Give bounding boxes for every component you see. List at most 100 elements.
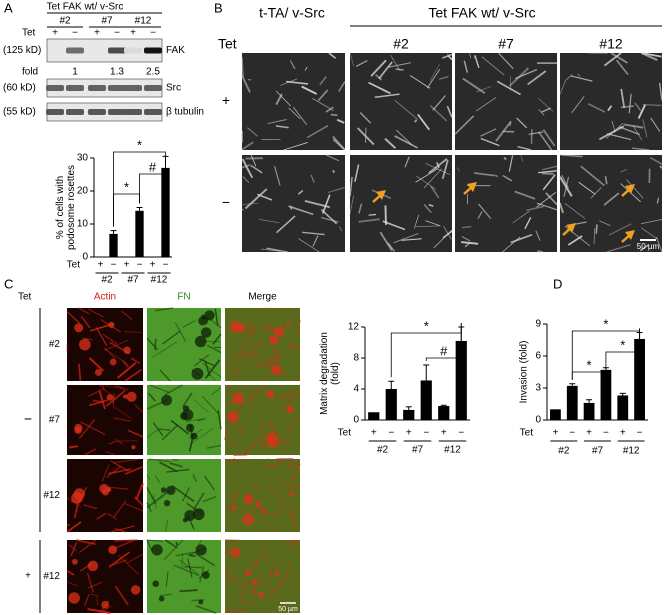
cell-fiber	[542, 165, 558, 171]
cell-spot	[289, 491, 295, 497]
cell-fiber	[113, 500, 127, 517]
cell-fiber	[241, 158, 254, 179]
cell-fiber	[423, 203, 432, 213]
cell-fiber	[231, 369, 239, 378]
x-tick-label: −	[111, 260, 117, 271]
cell-fiber	[127, 429, 144, 438]
cell-fiber	[261, 248, 281, 252]
cell-fiber	[649, 156, 663, 165]
cell-fiber	[655, 236, 663, 253]
cell-fiber	[210, 387, 222, 396]
cell-fiber	[290, 581, 301, 587]
cell-fiber	[631, 147, 650, 151]
cell-fiber	[426, 68, 441, 89]
cell-fiber	[296, 319, 301, 337]
cell-spot	[182, 517, 188, 523]
cell-fiber	[415, 225, 441, 228]
cell-fiber	[640, 227, 658, 240]
cell-spot	[252, 579, 259, 586]
y-tick-label: 12	[348, 322, 360, 333]
cell-fiber	[560, 154, 583, 158]
scale-bar-label: 50 µm	[637, 242, 660, 251]
cell-fiber	[628, 93, 632, 114]
bar	[368, 412, 380, 420]
bar	[385, 389, 397, 420]
cell-fiber	[242, 434, 265, 455]
tet-sign: −	[114, 28, 120, 39]
cell-fiber	[79, 539, 97, 553]
cell-fiber	[267, 119, 287, 125]
tet-sign: +	[52, 28, 58, 39]
x-tick-label: −	[163, 260, 169, 271]
blot-band	[66, 47, 84, 54]
cell-fiber	[577, 73, 581, 77]
cell-fiber	[269, 423, 277, 436]
cell-fiber	[224, 458, 234, 463]
cell-fiber	[250, 154, 257, 167]
micrograph	[455, 155, 557, 252]
cell-fiber	[149, 384, 171, 394]
cell-fiber	[327, 186, 346, 194]
row-label: #12	[43, 571, 60, 582]
cell-spot	[231, 506, 237, 511]
cell-spot	[274, 572, 280, 578]
cell-fiber	[66, 521, 82, 533]
cell-spot	[268, 335, 279, 345]
cell-fiber	[228, 384, 234, 399]
cell-fiber	[195, 553, 216, 567]
cell-fiber	[438, 76, 449, 80]
cell-fiber	[508, 155, 514, 172]
cell-fiber	[246, 127, 258, 137]
cell-fiber	[415, 168, 439, 183]
cell-fiber	[241, 141, 254, 151]
cell-fiber	[320, 216, 339, 223]
cell-fiber	[559, 80, 566, 95]
cell-fiber	[261, 518, 277, 533]
cell-fiber	[599, 220, 611, 227]
cell-fiber	[242, 202, 259, 205]
cell-fiber	[375, 73, 383, 81]
cell-fiber	[442, 230, 453, 239]
cell-fiber	[148, 458, 171, 463]
cell-fiber	[536, 191, 557, 208]
x-tick-label: +	[124, 260, 130, 271]
arrow-head	[376, 190, 386, 200]
blot-band	[108, 47, 126, 54]
group-label: #12	[623, 446, 640, 457]
cell-spot	[152, 580, 160, 588]
cell-fiber	[446, 105, 453, 118]
cell-fiber	[355, 59, 368, 68]
cell-fiber	[404, 156, 410, 168]
cell-fiber	[113, 417, 131, 422]
cell-fiber	[224, 539, 240, 542]
blot-protein: β tubulin	[166, 107, 204, 118]
cell-fiber	[235, 350, 261, 365]
bar	[583, 402, 595, 420]
bar	[403, 409, 415, 420]
blot-size: (125 kD)	[3, 45, 41, 56]
cell-spot	[163, 500, 171, 507]
cell-fiber	[537, 170, 558, 174]
cell-fiber	[428, 158, 448, 174]
cell-fiber	[250, 323, 256, 338]
cell-fiber	[89, 593, 99, 596]
cell-fiber	[656, 197, 659, 204]
cell-fiber	[480, 137, 500, 147]
cell-fiber	[286, 562, 290, 581]
y-axis-label: (fold)	[330, 362, 341, 385]
y-tick-label: 3	[535, 383, 541, 394]
cell-fiber	[416, 175, 436, 190]
cell-fiber	[615, 59, 629, 75]
cell-fiber	[246, 320, 251, 338]
cell-fiber	[461, 236, 471, 242]
fold-value: 1.3	[110, 67, 124, 78]
group-label: #12	[135, 16, 152, 27]
cell-fiber	[192, 492, 205, 511]
cell-spot	[130, 585, 141, 595]
cell-fiber	[288, 205, 314, 216]
blot-band	[108, 109, 126, 115]
cell-fiber	[620, 105, 634, 109]
cell-fiber	[105, 451, 117, 456]
cell-fiber	[110, 525, 136, 533]
cell-fiber	[89, 399, 108, 407]
